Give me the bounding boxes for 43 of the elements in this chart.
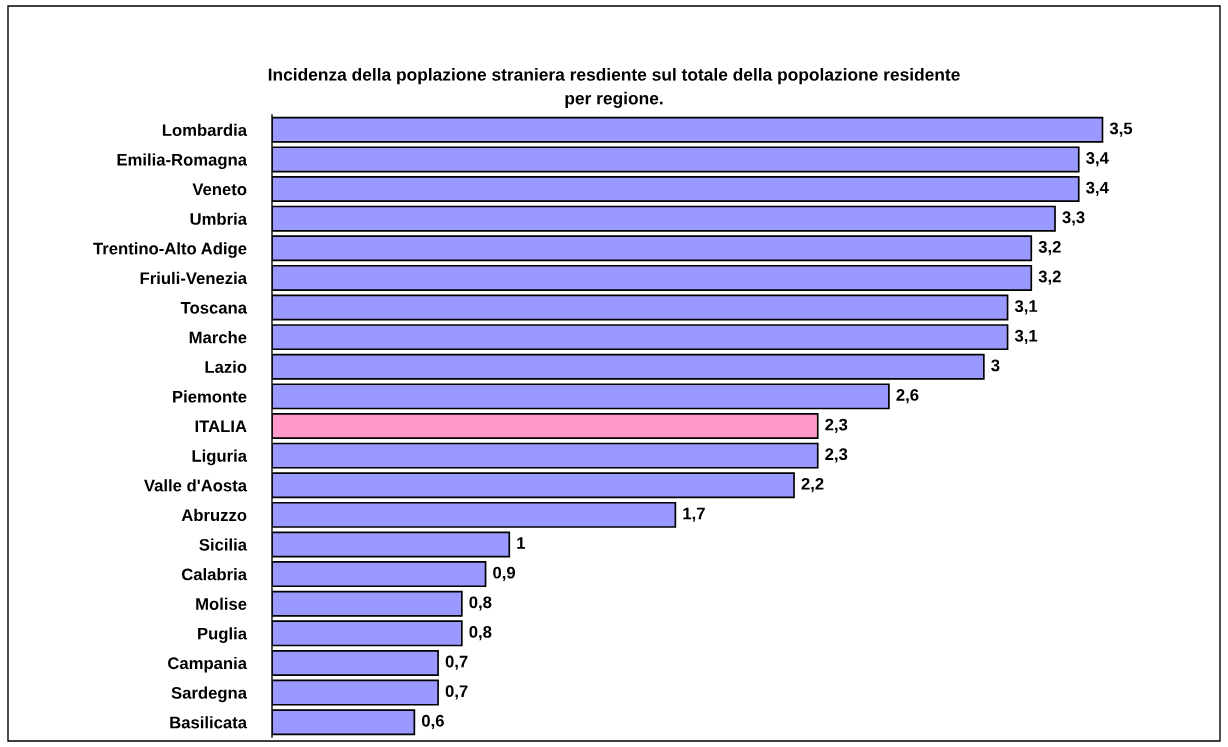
data-label: 3,4: [1086, 152, 1109, 167]
data-label: 0,7: [445, 655, 468, 670]
y-tick-label: Emilia-Romagna: [117, 153, 248, 169]
y-tick-label: Lombardia: [162, 123, 248, 137]
chart-title: Incidenza della poplazione straniera resdiente sul totale della popolazione residente per regione.: [268, 68, 960, 108]
data-label: 0,9: [493, 566, 516, 581]
data-label: 2,3: [825, 418, 848, 433]
data-label: 0,8: [469, 596, 492, 611]
data-label: 3,3: [1062, 211, 1085, 226]
data-label: 1,7: [683, 507, 705, 522]
y-tick-label: Basilicata: [170, 716, 248, 729]
y-tick-label: Sardegna: [171, 686, 248, 703]
data-label: 3,1: [1014, 329, 1038, 345]
data-label: 0,8: [469, 626, 492, 641]
y-tick-label: Abruzzo: [181, 508, 247, 522]
data-label: 3,1: [1014, 300, 1038, 315]
y-tick-label: Valle d'Aosta: [144, 479, 248, 492]
y-tick-label: Toscana: [180, 302, 248, 314]
y-tick-label: Lazio: [205, 360, 247, 373]
data-label: 2,2: [801, 477, 824, 493]
y-tick-label: Umbria: [190, 212, 248, 225]
y-tick-label: Calabria: [181, 568, 248, 581]
y-tick-label: Molise: [196, 597, 247, 610]
data-label: 3: [991, 359, 1000, 372]
data-label: 3,5: [1109, 122, 1133, 137]
y-tick-label: Marche: [189, 331, 247, 344]
data-label: 2,3: [825, 448, 848, 463]
y-tick-label: Campania: [168, 656, 248, 673]
data-label: 0,6: [421, 714, 444, 730]
data-label: 0,7: [445, 685, 468, 700]
data-label: 1: [517, 537, 526, 549]
y-tick-label: Piemonte: [173, 390, 247, 403]
data-label: 3,2: [1038, 240, 1061, 256]
data-label: 2,6: [896, 389, 919, 404]
y-tick-label: Sicilia: [199, 538, 248, 551]
data-label: 3,2: [1038, 270, 1061, 285]
y-tick-label: Liguria: [192, 449, 248, 466]
y-tick-label: Puglia: [198, 627, 248, 643]
y-tick-label: Friuli-Venezia: [140, 271, 248, 285]
data-label: 3,4: [1086, 181, 1109, 196]
y-tick-label: Trentino-Alto Adige: [93, 242, 247, 258]
y-tick-label: ITALIA: [195, 420, 247, 433]
y-tick-label: Veneto: [192, 183, 247, 196]
